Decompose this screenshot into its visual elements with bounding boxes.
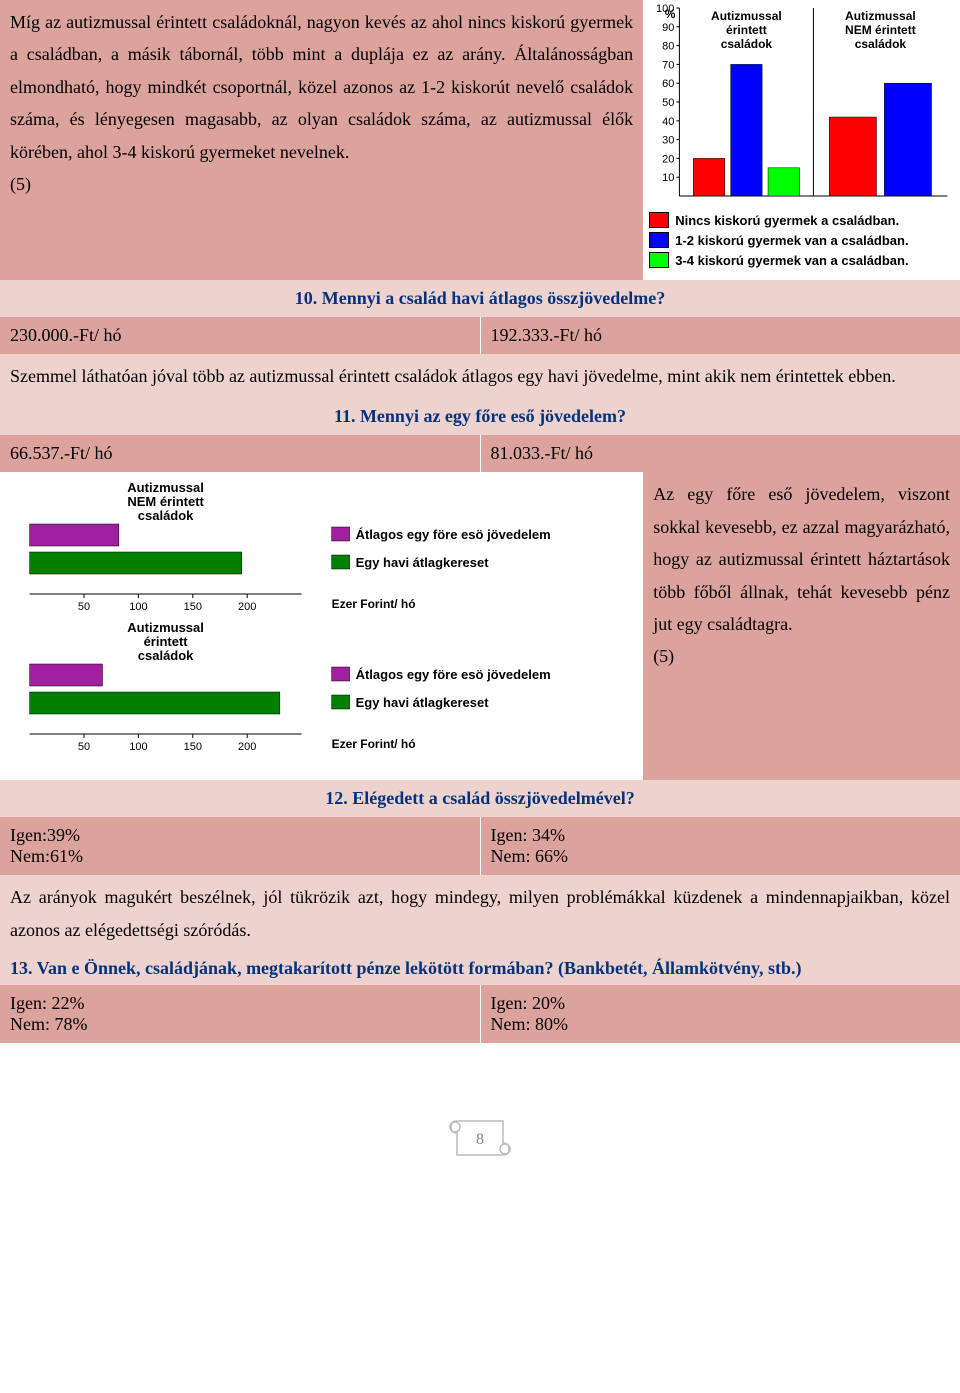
q13-left-no: Nem: 78% <box>10 1014 470 1035</box>
hbar-chart-cell: AutizmussalNEM érintettcsaládokÁtlagos e… <box>0 472 643 780</box>
q12-heading: 12. Elégedett a család összjövedelmével? <box>0 780 960 817</box>
q12-left-no: Nem:61% <box>10 846 470 867</box>
svg-text:Autizmussal: Autizmussal <box>845 9 916 23</box>
top-paragraph: Míg az autizmussal érintett családoknál,… <box>10 12 633 162</box>
svg-text:Autizmussal: Autizmussal <box>127 620 204 635</box>
svg-text:80: 80 <box>662 41 674 53</box>
q11-heading-row: 11. Mennyi az egy főre eső jövedelem? <box>0 398 960 435</box>
svg-text:40: 40 <box>662 116 674 128</box>
top-row: Míg az autizmussal érintett családoknál,… <box>0 0 960 280</box>
top-footnote: (5) <box>10 174 31 194</box>
q12-right-cell: Igen: 34% Nem: 66% <box>481 817 960 875</box>
q12-explain: Az arányok magukért beszélnek, jól tükrö… <box>0 875 960 952</box>
svg-text:150: 150 <box>184 601 202 613</box>
svg-text:50: 50 <box>78 601 90 613</box>
svg-text:100: 100 <box>129 741 147 753</box>
q11-explain-cell: Az egy főre eső jövedelem, viszont sokka… <box>643 472 960 780</box>
bar-chart: %102030405060708090100Autizmussalérintet… <box>647 4 956 204</box>
q13-right-yes: Igen: 20% <box>491 993 951 1014</box>
q10-explain: Szemmel láthatóan jóval több az autizmus… <box>0 354 960 398</box>
page-number: 8 <box>476 1131 484 1149</box>
top-paragraph-cell: Míg az autizmussal érintett családoknál,… <box>0 0 643 280</box>
svg-text:Egy havi átlagkereset: Egy havi átlagkereset <box>356 695 490 710</box>
q12-explain-row: Az arányok magukért beszélnek, jól tükrö… <box>0 875 960 952</box>
q11-right: 81.033.-Ft/ hó <box>481 435 960 472</box>
svg-text:családok: családok <box>138 648 194 663</box>
svg-text:Autizmussal: Autizmussal <box>127 480 204 495</box>
svg-text:érintett: érintett <box>726 23 767 37</box>
q10-data-row: 230.000.-Ft/ hó 192.333.-Ft/ hó <box>0 317 960 354</box>
q13-data-row: Igen: 22% Nem: 78% Igen: 20% Nem: 80% <box>0 985 960 1043</box>
svg-text:90: 90 <box>662 22 674 34</box>
q13-heading: 13. Van e Önnek, családjának, megtakarít… <box>0 952 960 985</box>
q12-left-cell: Igen:39% Nem:61% <box>0 817 481 875</box>
svg-text:Átlagos egy före esö jövedelem: Átlagos egy före esö jövedelem <box>356 667 551 682</box>
q10-heading: 10. Mennyi a család havi átlagos összjöv… <box>0 280 960 317</box>
q13-left-cell: Igen: 22% Nem: 78% <box>0 985 481 1043</box>
legend-item: Nincs kiskorú gyermek a családban. <box>649 212 954 228</box>
hbar-chart: AutizmussalNEM érintettcsaládokÁtlagos e… <box>4 476 639 776</box>
q11-explain: Az egy főre eső jövedelem, viszont sokka… <box>653 484 950 634</box>
q12-data-row: Igen:39% Nem:61% Igen: 34% Nem: 66% <box>0 817 960 875</box>
svg-text:70: 70 <box>662 59 674 71</box>
bar-chart-legend: Nincs kiskorú gyermek a családban. 1-2 ki… <box>647 204 956 276</box>
svg-text:Ezer Forint/ hó: Ezer Forint/ hó <box>332 597 416 611</box>
svg-text:NEM érintett: NEM érintett <box>127 494 204 509</box>
svg-text:50: 50 <box>662 97 674 109</box>
bar-chart-cell: %102030405060708090100Autizmussalérintet… <box>643 0 960 280</box>
q12-heading-row: 12. Elégedett a család összjövedelmével? <box>0 780 960 817</box>
svg-text:NEM érintett: NEM érintett <box>845 23 916 37</box>
svg-text:100: 100 <box>129 601 147 613</box>
svg-text:Autizmussal: Autizmussal <box>711 9 782 23</box>
svg-text:családok: családok <box>855 37 907 51</box>
q12-right-no: Nem: 66% <box>491 846 951 867</box>
q13-heading-row: 13. Van e Önnek, családjának, megtakarít… <box>0 952 960 985</box>
svg-text:családok: családok <box>721 37 773 51</box>
svg-text:200: 200 <box>238 601 256 613</box>
svg-text:Egy havi átlagkereset: Egy havi átlagkereset <box>356 555 490 570</box>
q11-heading: 11. Mennyi az egy főre eső jövedelem? <box>0 398 960 435</box>
q13-right-no: Nem: 80% <box>491 1014 951 1035</box>
page-number-ornament: 8 <box>445 1113 515 1163</box>
q11-footnote: (5) <box>653 646 674 666</box>
svg-text:60: 60 <box>662 78 674 90</box>
svg-text:Átlagos egy före esö jövedelem: Átlagos egy före esö jövedelem <box>356 527 551 542</box>
svg-text:érintett: érintett <box>144 634 189 649</box>
svg-text:10: 10 <box>662 172 674 184</box>
q12-right-yes: Igen: 34% <box>491 825 951 846</box>
q13-left-yes: Igen: 22% <box>10 993 470 1014</box>
svg-text:20: 20 <box>662 153 674 165</box>
legend-item: 3-4 kiskorú gyermek van a családban. <box>649 252 954 268</box>
q11-data-row: 66.537.-Ft/ hó 81.033.-Ft/ hó <box>0 435 960 472</box>
q10-left: 230.000.-Ft/ hó <box>0 317 481 354</box>
svg-text:150: 150 <box>184 741 202 753</box>
svg-text:100: 100 <box>656 4 674 15</box>
q12-left-yes: Igen:39% <box>10 825 470 846</box>
page-root: Míg az autizmussal érintett családoknál,… <box>0 0 960 1173</box>
q10-right: 192.333.-Ft/ hó <box>481 317 960 354</box>
q10-heading-row: 10. Mennyi a család havi átlagos összjöv… <box>0 280 960 317</box>
svg-text:200: 200 <box>238 741 256 753</box>
svg-text:30: 30 <box>662 135 674 147</box>
legend-item: 1-2 kiskorú gyermek van a családban. <box>649 232 954 248</box>
svg-text:családok: családok <box>138 508 194 523</box>
q10-explain-row: Szemmel láthatóan jóval több az autizmus… <box>0 354 960 398</box>
svg-text:Ezer Forint/ hó: Ezer Forint/ hó <box>332 737 416 751</box>
q11-left: 66.537.-Ft/ hó <box>0 435 481 472</box>
svg-text:50: 50 <box>78 741 90 753</box>
q11-chart-row: AutizmussalNEM érintettcsaládokÁtlagos e… <box>0 472 960 780</box>
footer: 8 <box>0 1043 960 1173</box>
q13-right-cell: Igen: 20% Nem: 80% <box>481 985 960 1043</box>
